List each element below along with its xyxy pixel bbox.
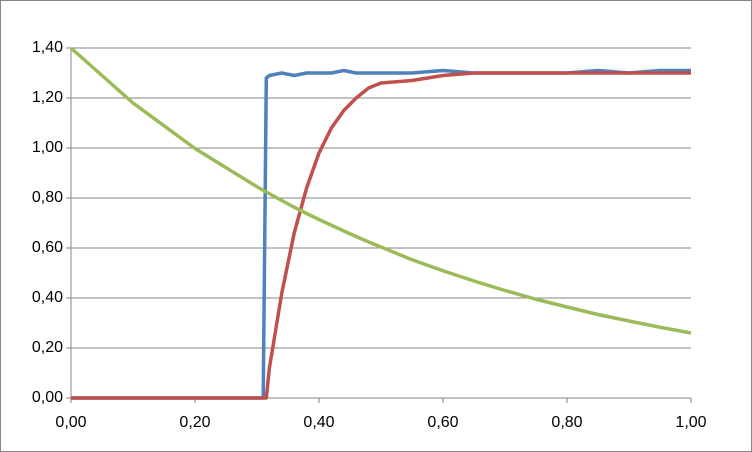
y-tick-label: 1,00 <box>32 139 63 156</box>
x-tick-label: 1,00 <box>675 414 706 431</box>
y-tick-label: 1,40 <box>32 39 63 56</box>
series-line <box>71 71 691 400</box>
y-tick-label: 0,00 <box>32 389 63 406</box>
x-tick-label: 0,60 <box>427 414 458 431</box>
x-tick-label: 0,80 <box>551 414 582 431</box>
x-tick-label: 0,00 <box>55 414 86 431</box>
y-tick-label: 0,80 <box>32 189 63 206</box>
y-tick-label: 1,20 <box>32 89 63 106</box>
series-line <box>69 46 692 335</box>
y-tick-label: 0,40 <box>32 289 63 306</box>
x-tick-label: 0,40 <box>303 414 334 431</box>
x-tick-label: 0,20 <box>179 414 210 431</box>
y-tick-label: 0,20 <box>32 339 63 356</box>
y-tick-label: 0,60 <box>32 239 63 256</box>
